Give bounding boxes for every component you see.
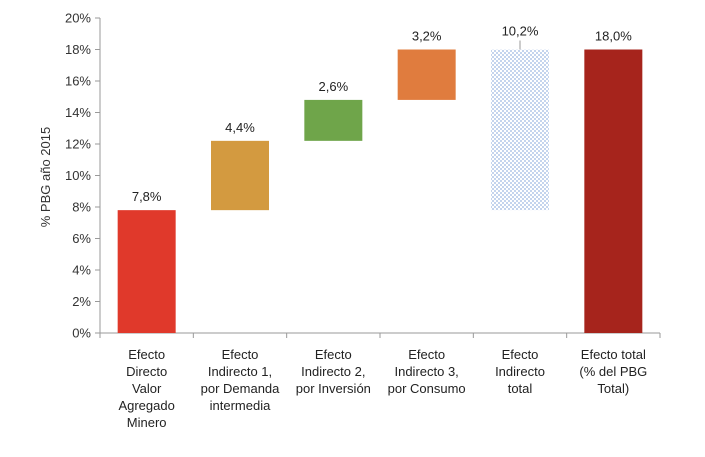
x-tick-label-line: Indirecto: [495, 364, 545, 379]
data-labels: 7,8% 4,4% 2,6% 3,2% 10,2% 18,0%: [132, 24, 632, 205]
x-tick-label-line: Directo: [126, 364, 168, 379]
data-label: 7,8%: [132, 189, 162, 204]
bars: [117, 49, 643, 333]
x-tick-label-line: Indirecto 3,: [394, 364, 459, 379]
y-axis-title: % PBG año 2015: [38, 127, 53, 227]
x-tick-label-line: (% del PBG: [579, 364, 648, 379]
bar: [304, 99, 363, 141]
x-tick-label-line: Indirecto 2,: [301, 364, 366, 379]
axes: 0% 2% 4% 6% 8% 10% 12% 14% 16% 18% 20%: [65, 11, 661, 341]
y-tick-label: 10%: [65, 168, 91, 183]
x-tick-label: Efecto Directo Valor Agregado Minero: [97, 346, 197, 431]
bar: [397, 49, 456, 100]
data-label: 18,0%: [595, 29, 632, 44]
x-tick-label-line: Efecto: [314, 347, 352, 362]
y-tick-label: 14%: [65, 105, 91, 120]
x-tick-label: Efecto Indirecto total: [470, 346, 570, 397]
y-tick-label: 8%: [72, 200, 91, 215]
x-tick-label: Efecto total (% del PBG Total): [563, 346, 663, 397]
x-tick-label-line: Agregado: [118, 398, 175, 413]
y-tick-label: 20%: [65, 11, 91, 26]
bar: [584, 49, 643, 333]
bar: [491, 49, 549, 211]
x-tick-label: Efecto Indirecto 3, por Consumo: [377, 346, 477, 397]
x-tick-label-line: por Inversión: [295, 381, 371, 396]
x-tick-label: Efecto Indirecto 2, por Inversión: [283, 346, 383, 397]
x-tick-label-line: Efecto: [221, 347, 259, 362]
data-label: 10,2%: [502, 24, 539, 39]
x-tick-label-line: Total): [597, 381, 630, 396]
data-label: 4,4%: [225, 120, 255, 135]
data-label: 3,2%: [412, 29, 442, 44]
x-tick-label-line: total: [507, 381, 533, 396]
x-tick-label-line: Efecto: [128, 347, 166, 362]
x-tick-label-line: intermedia: [209, 398, 271, 413]
y-tick-label: 4%: [72, 263, 91, 278]
x-tick-label-line: Efecto total: [580, 347, 646, 362]
y-tick-label: 16%: [65, 74, 91, 89]
y-tick-label: 0%: [72, 326, 91, 341]
x-tick-label: Efecto Indirecto 1, por Demanda intermedia: [190, 346, 290, 414]
y-tick-label: 6%: [72, 231, 91, 246]
x-tick-label-line: Efecto: [408, 347, 446, 362]
y-tick-label: 18%: [65, 42, 91, 57]
x-tick-label-line: Minero: [126, 415, 167, 430]
x-tick-label-line: por Consumo: [387, 381, 466, 396]
bar: [117, 210, 176, 333]
y-tick-label: 2%: [72, 294, 91, 309]
data-label: 2,6%: [319, 79, 349, 94]
x-tick-label-line: Valor: [131, 381, 162, 396]
y-tick-label: 12%: [65, 137, 91, 152]
x-tick-label-line: por Demanda: [200, 381, 280, 396]
x-tick-label-line: Efecto: [501, 347, 539, 362]
bar: [211, 140, 269, 211]
x-tick-label-line: Indirecto 1,: [207, 364, 273, 379]
